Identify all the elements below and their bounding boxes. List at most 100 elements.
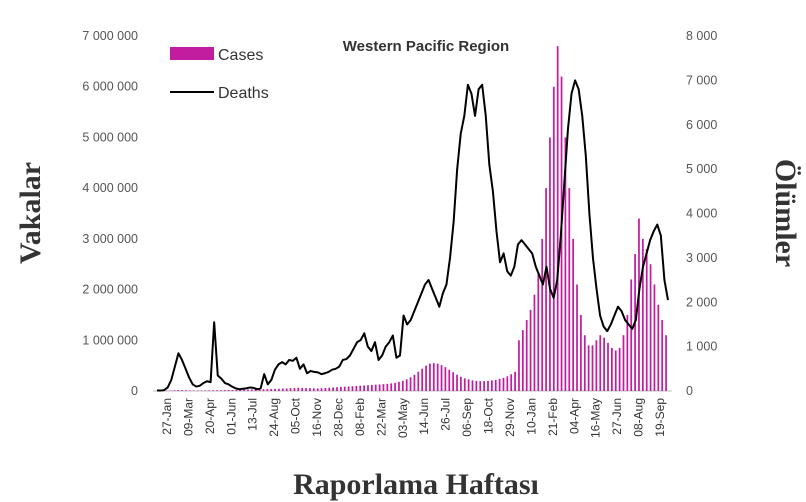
cases-bar [401,380,404,391]
y2-tick-label: 7 000 [686,73,717,87]
cases-bar [432,363,435,391]
cases-bar [417,371,420,391]
cases-bar [320,388,323,391]
cases-bar [614,350,617,391]
cases-bar [595,340,598,391]
cases-bar [258,389,261,391]
cases-bar [250,389,253,391]
cases-bar [653,284,656,391]
cases-bar [336,387,338,391]
x-tick-label: 27-Jan [160,398,174,435]
cases-bar [425,365,427,391]
cases-bar [223,390,226,391]
cases-bar [235,389,238,391]
x-tick-label: 14-Jun [417,398,431,435]
cases-bar [247,389,249,391]
x-tick-label: 16-Nov [310,398,324,437]
cases-bar [618,347,621,391]
x-tick-label: 09-Mar [181,398,195,436]
cases-bar [483,381,485,391]
cases-bar [316,388,319,391]
cases-bar [386,383,389,391]
cases-bar [243,389,245,391]
cases-bar [301,387,304,391]
x-tick-label: 06-Sep [460,398,474,437]
x-tick-label: 10-Jan [524,398,538,435]
x-tick-label: 29-Nov [503,398,517,437]
cases-bar [227,390,230,391]
cases-bar [270,388,273,391]
cases-bar [200,390,203,391]
cases-bar [661,320,664,391]
cases-bar [611,347,613,391]
cases-bar [498,378,501,391]
cases-bar [580,314,582,391]
cases-bar [429,363,431,391]
chart-title: Western Pacific Region [343,38,509,55]
cases-bar [378,384,381,391]
cases-bar [467,379,470,391]
legend-deaths-label: Deaths [218,85,269,102]
cases-bar [289,388,292,391]
cases-bar [576,284,578,391]
cases-bar [583,335,586,391]
x-axis-title: Raporlama Haftası [293,468,539,501]
cases-bar [638,218,640,391]
cases-bar [374,384,377,391]
x-tick-label: 01-Jun [224,398,238,435]
cases-bar [649,264,652,391]
y2-tick-label: 3 000 [686,251,717,265]
x-tick-label: 24-Aug [267,398,281,437]
cases-bar [552,86,555,392]
cases-bar [192,390,195,391]
y-tick-label: 5 000 000 [82,130,138,144]
cases-bar [281,388,284,391]
cases-bar [293,387,296,391]
cases-bar [254,389,257,391]
left-axis-ticks: 0 1 000 000 2 000 000 3 000 000 4 000 000 5 0… [82,29,138,398]
cases-bar [409,377,412,391]
y2-tick-label: 1 000 [686,340,717,354]
x-tick-label: 13-Jul [246,398,260,431]
cases-bar [452,372,455,391]
cases-bar [444,367,447,391]
cases-bar [359,385,362,391]
cases-bar [506,376,509,391]
cases-bar [231,389,234,391]
y2-tick-label: 6 000 [686,118,717,132]
cases-bar [355,385,358,391]
cases-bar [312,388,315,391]
cases-bar [494,379,497,391]
cases-bar [177,389,180,391]
x-tick-label: 28-Dec [331,398,345,437]
cases-bar [274,388,276,391]
cases-bar [521,330,524,391]
y-axis-title: Vakalar [14,162,47,264]
cases-bar [479,381,482,391]
cases-bar [568,188,571,391]
cases-bar [587,345,590,391]
cases-bar [181,390,184,391]
cases-bar [641,238,644,391]
cases-bar [626,314,629,391]
cases-bar [285,388,288,391]
cases-bar [278,388,280,391]
cases-bar [204,390,207,391]
cases-bar [328,387,331,391]
cases-bar [456,374,458,391]
cases-bar [343,386,346,391]
cases-bar [266,389,269,391]
cases-bar [351,386,354,391]
cases-bar [487,380,489,391]
x-tick-label: 04-Apr [567,398,581,434]
cases-bar [262,389,265,391]
cases-bar [370,384,373,391]
cases-bar [398,381,400,391]
x-axis-ticks: 27-Jan 09-Mar 20-Apr 01-Jun 13-Jul 24-Aug 05-O… [160,397,667,438]
cases-bar [665,335,667,391]
cases-bar [208,390,211,391]
cases-bar [363,385,365,391]
cases-bar [324,387,327,391]
cases-bar [463,378,466,391]
